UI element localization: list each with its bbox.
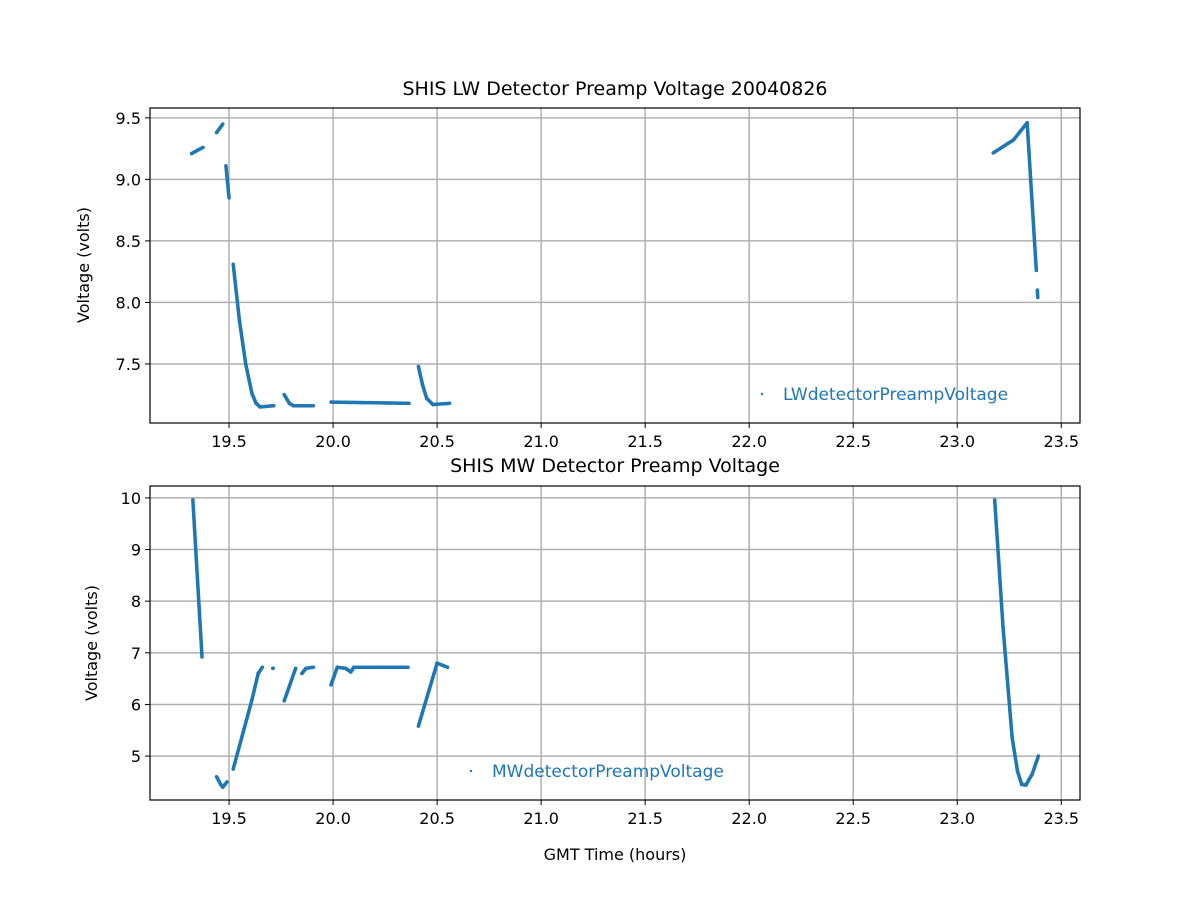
legend-label: LWdetectorPreampVoltage bbox=[783, 385, 1008, 405]
y-tick-label: 9.0 bbox=[116, 170, 141, 189]
data-point bbox=[1034, 268, 1039, 273]
y-tick-label: 5 bbox=[131, 747, 141, 766]
y-tick-label: 7 bbox=[131, 644, 141, 663]
legend-marker bbox=[760, 392, 764, 396]
data-point bbox=[445, 665, 450, 670]
lw-voltage-plot: SHIS LW Detector Preamp Voltage 20040826… bbox=[74, 78, 1081, 451]
data-point bbox=[1036, 754, 1041, 758]
data-point bbox=[407, 401, 411, 406]
data-point bbox=[260, 665, 265, 670]
y-tick-label: 9.5 bbox=[116, 109, 141, 128]
data-point bbox=[201, 145, 205, 150]
data-point bbox=[311, 403, 316, 408]
legend: LWdetectorPreampVoltage bbox=[760, 385, 1008, 405]
x-tick-label: 23.0 bbox=[939, 432, 975, 451]
series-MWdetectorPreampVoltage bbox=[191, 498, 1041, 789]
mw-y-axis-label: Voltage (volts) bbox=[82, 585, 101, 701]
x-tick-label: 21.5 bbox=[627, 809, 663, 828]
mw-plot-title: SHIS MW Detector Preamp Voltage bbox=[450, 455, 780, 477]
data-point bbox=[311, 665, 316, 670]
x-tick-label: 22.0 bbox=[731, 809, 767, 828]
y-tick-label: 6 bbox=[131, 695, 141, 714]
x-tick-label: 23.0 bbox=[939, 809, 975, 828]
legend-marker bbox=[469, 769, 473, 773]
data-point bbox=[200, 655, 204, 659]
x-tick-label: 21.0 bbox=[523, 432, 559, 451]
x-tick-label: 22.5 bbox=[835, 432, 871, 451]
axes-frame bbox=[149, 485, 1081, 801]
x-tick-label: 19.5 bbox=[211, 432, 247, 451]
x-tick-label: 23.5 bbox=[1043, 809, 1079, 828]
mw-voltage-plot: SHIS MW Detector Preamp Voltage Voltage … bbox=[82, 455, 1081, 864]
data-point bbox=[447, 401, 452, 406]
y-tick-label: 9 bbox=[131, 541, 141, 560]
data-point bbox=[1035, 295, 1040, 300]
x-tick-label: 20.5 bbox=[419, 809, 455, 828]
legend-label: MWdetectorPreampVoltage bbox=[492, 762, 724, 782]
x-tick-label: 22.0 bbox=[731, 432, 767, 451]
x-tick-label: 21.0 bbox=[523, 809, 559, 828]
data-point bbox=[271, 403, 276, 408]
lw-plot-title: SHIS LW Detector Preamp Voltage 20040826 bbox=[402, 78, 827, 100]
data-point bbox=[227, 196, 231, 200]
data-point bbox=[271, 666, 275, 671]
y-tick-label: 8.0 bbox=[116, 293, 141, 312]
x-tick-label: 19.5 bbox=[211, 809, 247, 828]
series-LWdetectorPreampVoltage bbox=[189, 120, 1040, 409]
data-point bbox=[221, 122, 225, 126]
data-point bbox=[225, 780, 229, 784]
data-point bbox=[293, 666, 298, 671]
data-point bbox=[406, 665, 410, 670]
y-tick-label: 8.5 bbox=[116, 232, 141, 251]
y-tick-label: 7.5 bbox=[116, 355, 141, 374]
y-tick-label: 10 bbox=[121, 489, 141, 508]
legend: MWdetectorPreampVoltage bbox=[469, 762, 724, 782]
x-tick-label: 23.5 bbox=[1043, 432, 1079, 451]
y-tick-label: 8 bbox=[131, 592, 141, 611]
x-tick-label: 21.5 bbox=[627, 432, 663, 451]
axes-frame bbox=[149, 107, 1081, 424]
x-tick-label: 20.0 bbox=[315, 809, 351, 828]
x-tick-label: 20.0 bbox=[315, 432, 351, 451]
x-tick-label: 20.5 bbox=[419, 432, 455, 451]
x-tick-label: 22.5 bbox=[835, 809, 871, 828]
x-axis-label: GMT Time (hours) bbox=[544, 845, 687, 864]
lw-y-axis-label: Voltage (volts) bbox=[74, 207, 93, 323]
